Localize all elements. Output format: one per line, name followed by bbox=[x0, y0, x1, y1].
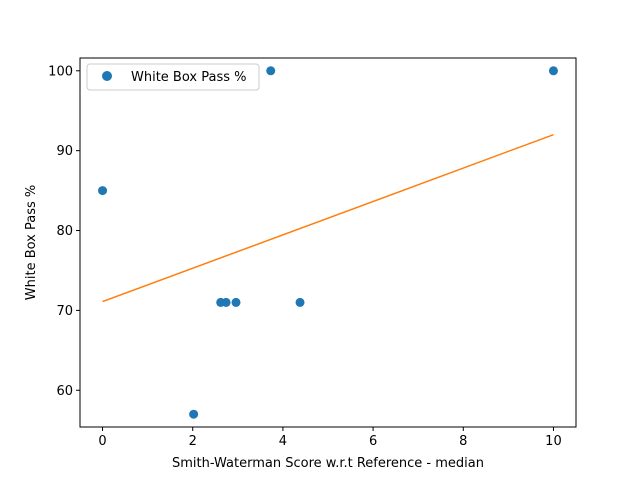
x-tick-label: 10 bbox=[545, 434, 562, 449]
trend-line bbox=[102, 133, 554, 303]
legend-label: White Box Pass % bbox=[131, 70, 246, 85]
legend: White Box Pass % bbox=[86, 63, 260, 91]
scatter-point-4 bbox=[231, 297, 241, 307]
x-axis-label: Smith-Waterman Score w.r.t Reference - m… bbox=[172, 456, 484, 471]
x-tick-label: 2 bbox=[189, 434, 197, 449]
scatter-point-0 bbox=[98, 186, 108, 196]
x-tick-label: 0 bbox=[98, 434, 106, 449]
y-tick-label: 70 bbox=[56, 304, 73, 319]
axes-frame bbox=[79, 57, 577, 428]
y-tick-label: 90 bbox=[56, 144, 73, 159]
x-tick-label: 8 bbox=[459, 434, 467, 449]
scatter-point-5 bbox=[266, 66, 276, 76]
scatter-point-1 bbox=[189, 409, 199, 419]
legend-marker bbox=[102, 71, 112, 81]
scatter-point-3 bbox=[221, 297, 231, 307]
scatter-point-6 bbox=[295, 297, 305, 307]
y-tick-label: 80 bbox=[56, 224, 73, 239]
y-axis-label: White Box Pass % bbox=[24, 185, 39, 300]
plot-area bbox=[98, 66, 558, 419]
x-tick-label: 4 bbox=[279, 434, 287, 449]
x-tick-label: 6 bbox=[369, 434, 377, 449]
y-tick-label: 100 bbox=[48, 64, 73, 79]
y-tick-label: 60 bbox=[56, 384, 73, 399]
legend-frame bbox=[86, 63, 260, 91]
scatter-point-7 bbox=[548, 66, 558, 76]
axis-ticks: 0 2 4 6 8 10 60 70 80 90 100 bbox=[48, 64, 562, 449]
